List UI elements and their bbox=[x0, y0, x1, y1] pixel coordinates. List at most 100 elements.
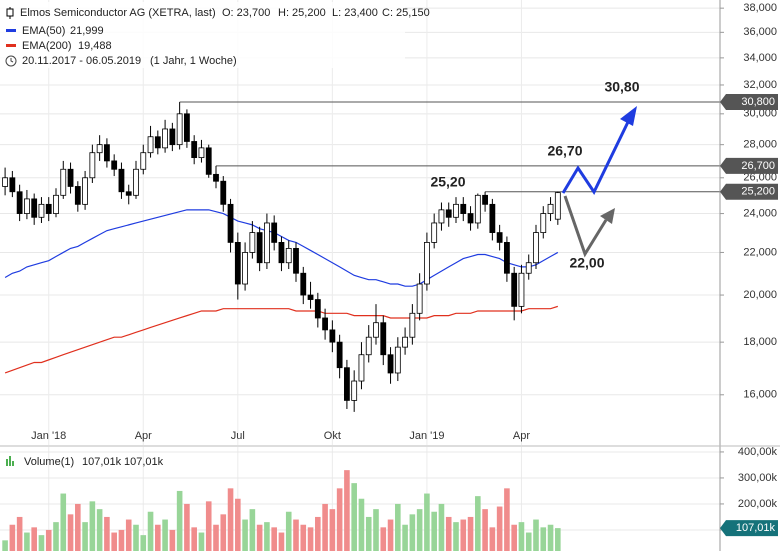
level-label-box bbox=[720, 183, 778, 200]
legend-value: 19,488 bbox=[78, 40, 112, 52]
candle-body bbox=[358, 354, 365, 382]
period: 20.11.2017 - 06.05.2019 bbox=[22, 55, 141, 67]
volume-bar bbox=[191, 527, 197, 551]
volume-bar bbox=[496, 506, 503, 551]
candle-body bbox=[329, 329, 336, 343]
volume-bar bbox=[75, 503, 81, 551]
volume-label-box bbox=[720, 520, 778, 537]
candle-body bbox=[31, 198, 38, 218]
y-tick-label: 26,000 bbox=[743, 172, 777, 184]
volume-bar bbox=[445, 516, 452, 551]
volume-bar bbox=[227, 488, 234, 551]
annotation: 25,20 bbox=[430, 174, 465, 190]
candle-body bbox=[293, 248, 299, 274]
volume-bar bbox=[431, 511, 437, 551]
candle-body bbox=[467, 213, 474, 224]
candle-body bbox=[162, 128, 168, 149]
arrow-head bbox=[600, 208, 615, 224]
candle-body bbox=[409, 312, 416, 338]
candle-body bbox=[416, 283, 423, 314]
candle-body bbox=[344, 367, 350, 401]
volume-bar bbox=[198, 532, 205, 551]
clock-icon bbox=[10, 58, 14, 63]
volume-bar bbox=[205, 501, 212, 551]
candle-body bbox=[540, 213, 547, 233]
volume-bar bbox=[147, 511, 154, 551]
volume-bar bbox=[140, 535, 147, 551]
candle-body bbox=[38, 203, 45, 218]
candle-body bbox=[205, 147, 212, 175]
volume-bar bbox=[24, 532, 30, 551]
candle-body bbox=[547, 203, 554, 214]
volume-bar bbox=[162, 519, 168, 551]
volume-bar bbox=[460, 519, 467, 551]
candle-body bbox=[278, 242, 285, 264]
x-tick-label: Apr bbox=[135, 430, 152, 442]
candle-body bbox=[402, 336, 408, 348]
candle-body bbox=[460, 203, 467, 214]
y-tick-label: 38,000 bbox=[743, 2, 777, 14]
volume-bar bbox=[402, 524, 408, 551]
candle-body bbox=[271, 222, 278, 243]
candle-body bbox=[140, 152, 147, 170]
volume-bar bbox=[438, 503, 445, 551]
y-tick-label: 34,000 bbox=[743, 52, 777, 64]
level-label: 26,700 bbox=[741, 160, 775, 172]
ema-line bbox=[4, 305, 558, 374]
y-tick-label: 22,000 bbox=[743, 246, 777, 258]
candle-body bbox=[133, 168, 139, 196]
volume-bar bbox=[278, 532, 285, 551]
volume-bar bbox=[387, 519, 394, 551]
level-label: 25,200 bbox=[741, 186, 775, 198]
volume-bar bbox=[395, 503, 401, 551]
candle-body bbox=[227, 203, 234, 243]
candle-body bbox=[125, 191, 132, 196]
icon bbox=[12, 461, 14, 466]
volume-bar bbox=[540, 527, 547, 551]
volume-bar bbox=[307, 527, 314, 551]
volume-bar bbox=[256, 524, 263, 551]
volume-bar bbox=[9, 524, 16, 551]
x-tick-label: Jan '18 bbox=[31, 430, 66, 442]
y-tick-label: 400,00k bbox=[738, 446, 778, 458]
volume-bar bbox=[358, 498, 365, 551]
candle-body bbox=[438, 209, 445, 224]
icon bbox=[9, 456, 11, 466]
volume-bar bbox=[555, 528, 561, 551]
candle-body bbox=[525, 262, 532, 274]
volume-label: 107,01k bbox=[736, 522, 776, 534]
candle-body bbox=[2, 177, 8, 187]
clock-icon bbox=[5, 55, 17, 67]
candle-body bbox=[518, 272, 525, 307]
y-tick-label: 18,000 bbox=[743, 336, 777, 348]
candle-body bbox=[191, 141, 198, 159]
y-tick-label: 36,000 bbox=[743, 26, 777, 38]
y-tick-label: 30,000 bbox=[743, 108, 777, 120]
volume-bar bbox=[133, 524, 139, 551]
volume-bar bbox=[155, 524, 161, 551]
candle-body bbox=[24, 198, 30, 214]
candle-body bbox=[307, 294, 314, 300]
volume-bar bbox=[271, 527, 277, 551]
volume-bar bbox=[38, 535, 45, 551]
candle-body bbox=[111, 160, 118, 170]
legend-summary: L: 23,400 bbox=[332, 7, 378, 19]
overlay: 30,80 26,70 25,20 22,00 bbox=[430, 79, 639, 271]
candle-body bbox=[453, 203, 459, 218]
legend-summary: O: 23,700 bbox=[222, 7, 270, 19]
volume-bar bbox=[453, 522, 459, 551]
candle-body bbox=[220, 180, 227, 205]
y-tick-label: 28,000 bbox=[743, 139, 777, 151]
volume-bar bbox=[336, 488, 343, 551]
candle-body bbox=[351, 380, 358, 401]
candle-body bbox=[16, 191, 23, 214]
volume-bar bbox=[89, 501, 96, 551]
volume-bar bbox=[409, 514, 416, 551]
candle-body bbox=[424, 242, 430, 285]
candle-body bbox=[249, 232, 256, 253]
volume-bar bbox=[365, 516, 372, 551]
candle-body bbox=[504, 242, 510, 274]
volume-bar bbox=[511, 524, 517, 551]
legend-label: EMA(50) bbox=[22, 25, 65, 37]
y-tick-label: 20,000 bbox=[743, 289, 777, 301]
